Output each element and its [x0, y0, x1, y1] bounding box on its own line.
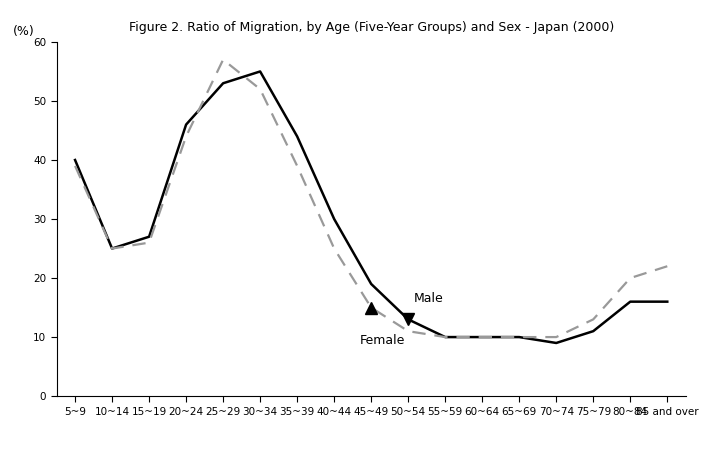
Text: Male: Male	[414, 292, 443, 305]
Text: (%): (%)	[13, 26, 34, 38]
Title: Figure 2. Ratio of Migration, by Age (Five-Year Groups) and Sex - Japan (2000): Figure 2. Ratio of Migration, by Age (Fi…	[129, 21, 614, 34]
Text: Female: Female	[360, 334, 405, 347]
